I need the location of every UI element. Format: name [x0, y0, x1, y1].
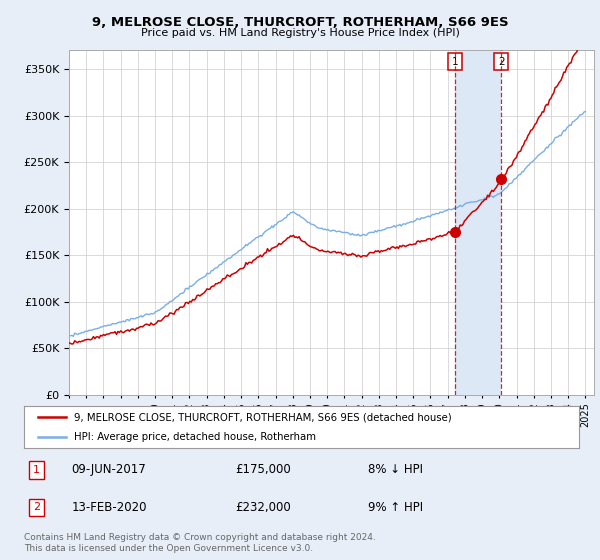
Text: Price paid vs. HM Land Registry's House Price Index (HPI): Price paid vs. HM Land Registry's House …: [140, 28, 460, 38]
Text: 2: 2: [498, 57, 505, 67]
Text: 1: 1: [452, 57, 459, 67]
Text: 09-JUN-2017: 09-JUN-2017: [71, 463, 146, 476]
Text: 8% ↓ HPI: 8% ↓ HPI: [368, 463, 423, 476]
Text: 2: 2: [32, 502, 40, 512]
Text: £232,000: £232,000: [235, 501, 290, 514]
Text: Contains HM Land Registry data © Crown copyright and database right 2024.
This d: Contains HM Land Registry data © Crown c…: [24, 533, 376, 553]
Text: 9% ↑ HPI: 9% ↑ HPI: [368, 501, 423, 514]
Bar: [455, 50, 502, 395]
Text: 1: 1: [33, 465, 40, 475]
Text: £175,000: £175,000: [235, 463, 290, 476]
Text: 9, MELROSE CLOSE, THURCROFT, ROTHERHAM, S66 9ES: 9, MELROSE CLOSE, THURCROFT, ROTHERHAM, …: [92, 16, 508, 29]
Text: 13-FEB-2020: 13-FEB-2020: [71, 501, 146, 514]
Text: 9, MELROSE CLOSE, THURCROFT, ROTHERHAM, S66 9ES (detached house): 9, MELROSE CLOSE, THURCROFT, ROTHERHAM, …: [74, 412, 452, 422]
Text: HPI: Average price, detached house, Rotherham: HPI: Average price, detached house, Roth…: [74, 432, 316, 442]
